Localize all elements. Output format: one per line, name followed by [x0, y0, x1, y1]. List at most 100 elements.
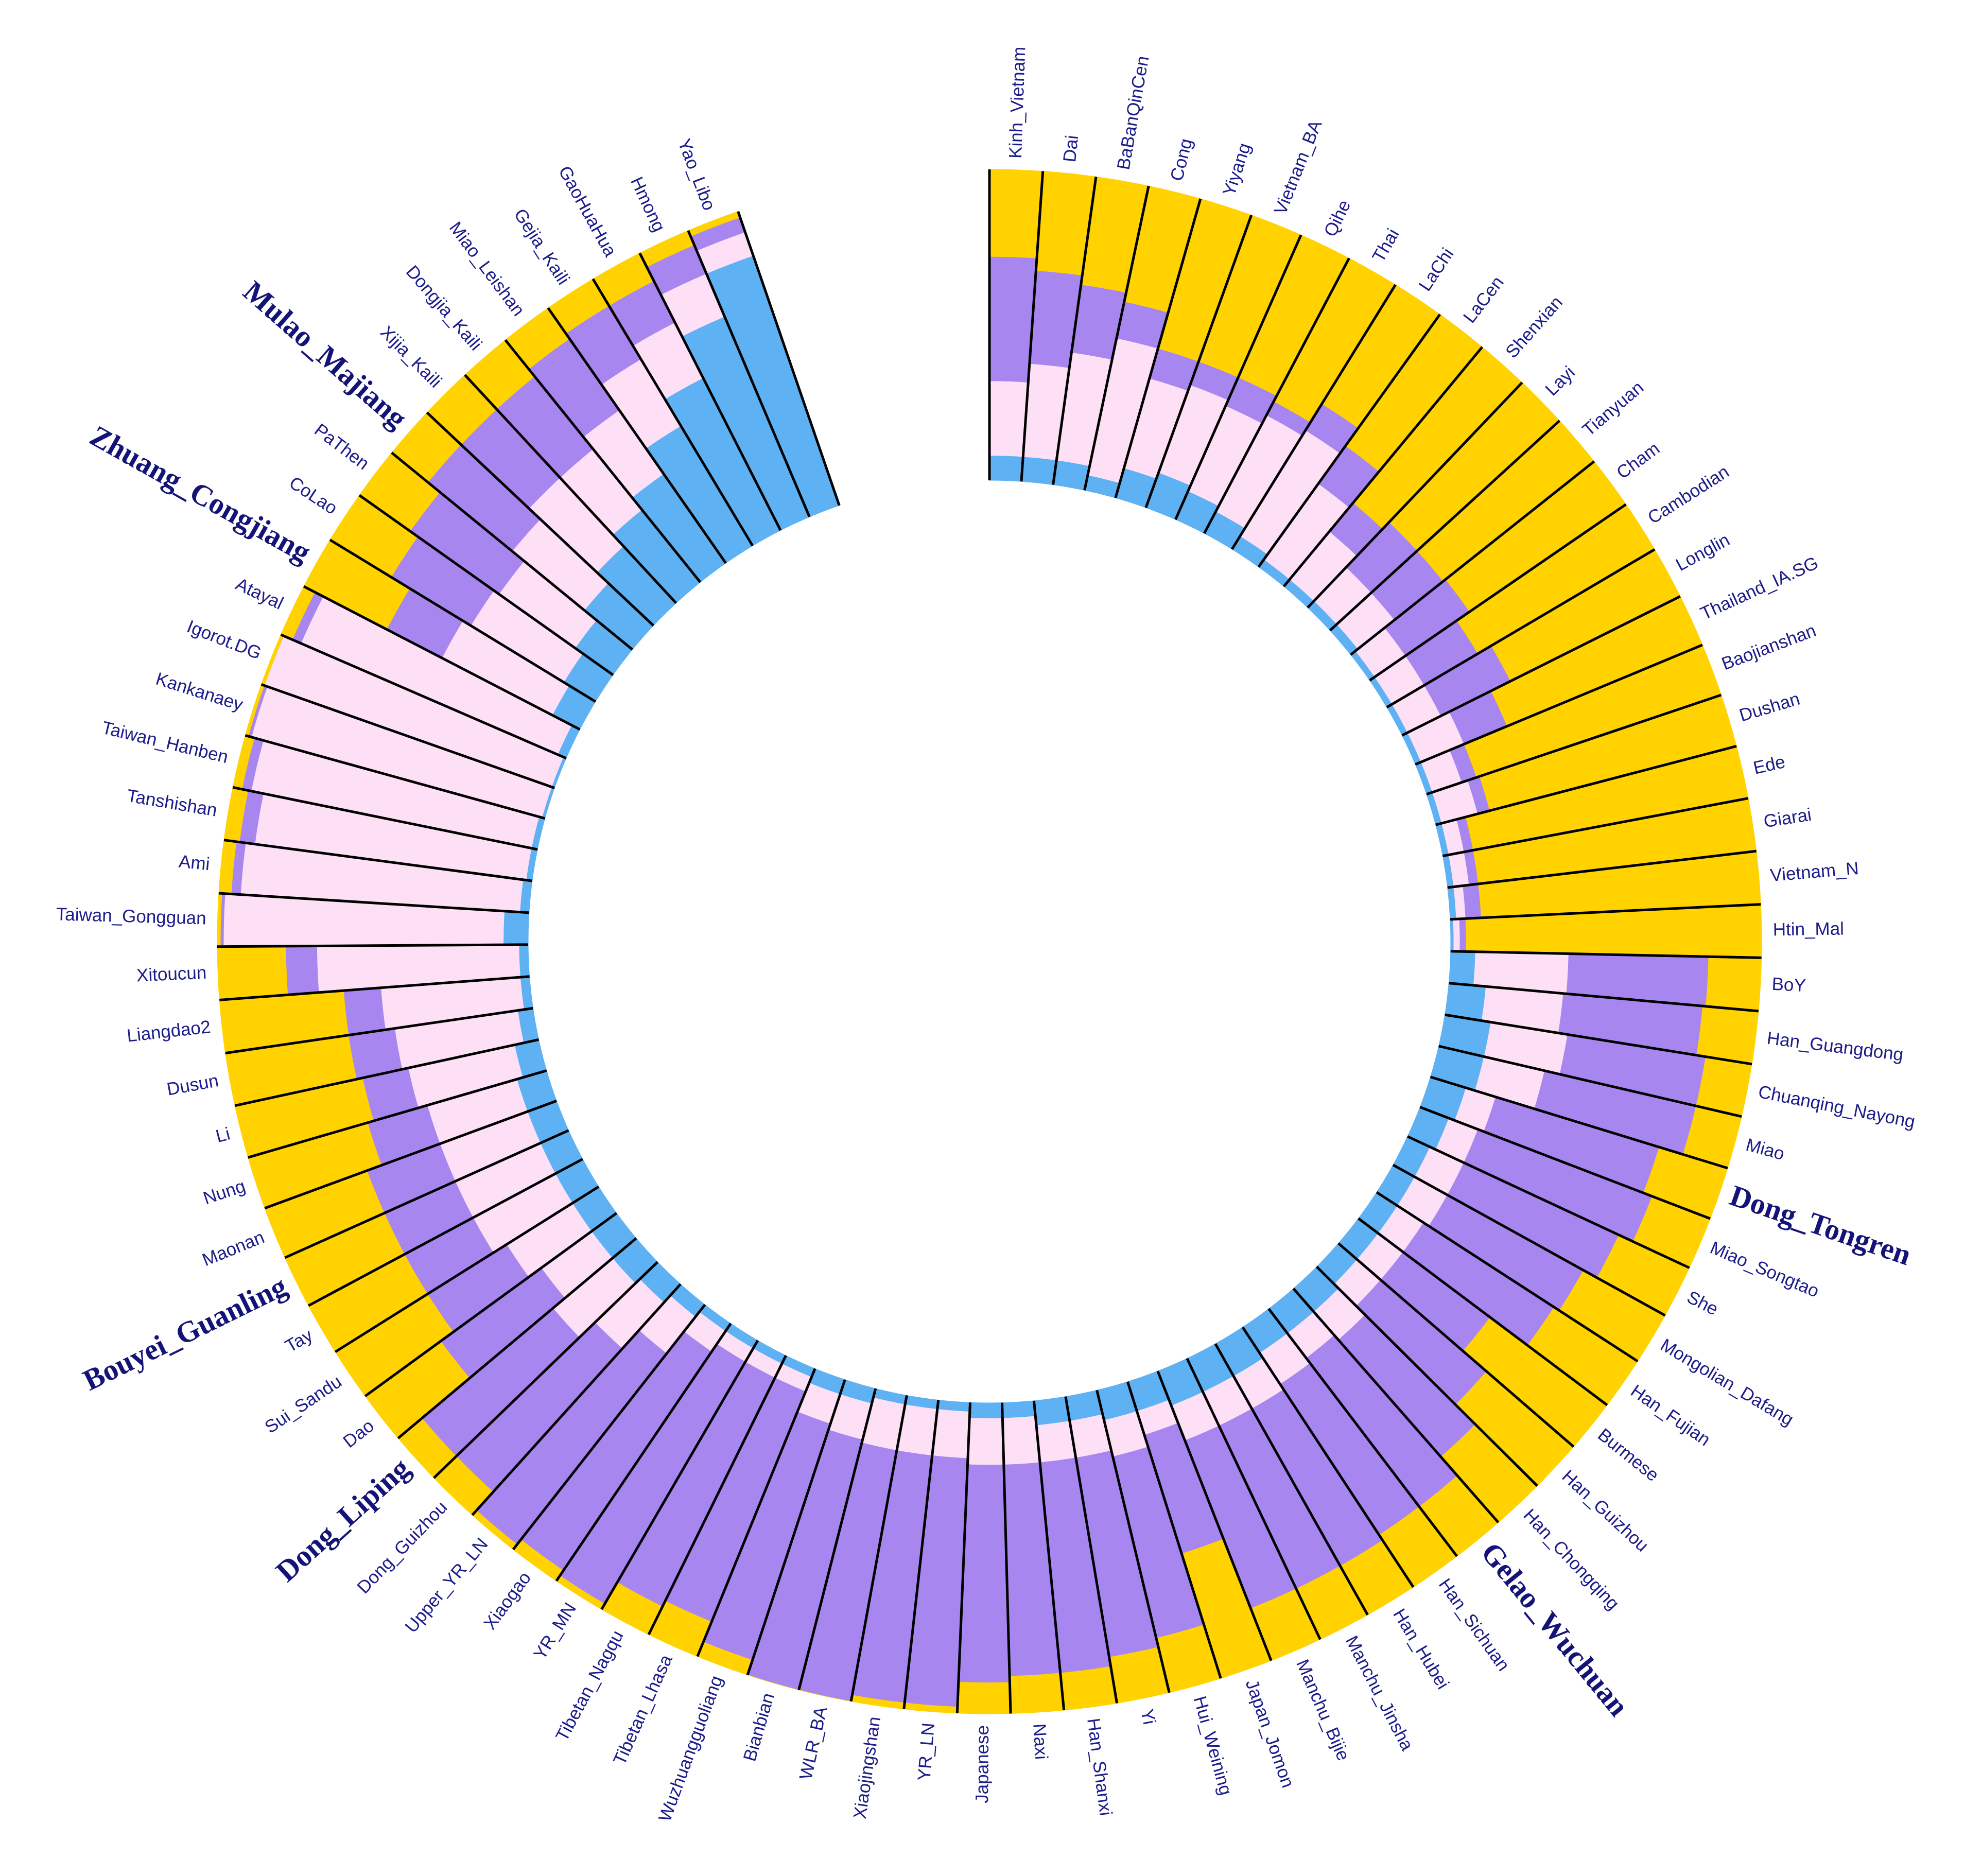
separator — [1415, 644, 1703, 766]
population-label: Tanshishan — [126, 786, 219, 821]
population-label: Yi — [1137, 1707, 1159, 1726]
population-label: PaThen — [310, 420, 373, 474]
separator — [245, 734, 546, 820]
population-label: LaCen — [1459, 272, 1508, 326]
separator — [647, 1354, 787, 1636]
separator — [737, 211, 841, 506]
separator — [1203, 257, 1350, 534]
separator — [1442, 797, 1749, 858]
separator — [1337, 1242, 1575, 1448]
population-label: Bianbian — [739, 1691, 778, 1764]
population-label: Vietnam_N — [1769, 858, 1859, 885]
population-label: Nung — [201, 1176, 248, 1208]
separator — [1186, 1358, 1322, 1640]
population-label: Taiwan_Hanben — [100, 718, 230, 768]
separator — [1435, 744, 1737, 826]
population-label: Xijia_Kaili — [376, 322, 446, 391]
population-label: CoLao — [286, 473, 341, 518]
population-label: Layi — [1541, 362, 1579, 400]
ancestry-segment — [1002, 1400, 1036, 1419]
separator — [555, 1323, 732, 1582]
separator — [1376, 1191, 1639, 1363]
separator — [1001, 1402, 1012, 1714]
population-label: Htin_Mal — [1773, 919, 1845, 940]
population-label: Ami — [178, 852, 211, 875]
separator — [223, 839, 533, 882]
separator — [232, 786, 538, 851]
separator — [687, 230, 811, 517]
separator — [217, 943, 529, 948]
population-label: Tianyuan — [1578, 377, 1647, 440]
separator — [471, 1283, 682, 1516]
population-label-emphasized: Gelao_Wuchuan — [1474, 1536, 1636, 1722]
separator — [696, 1368, 816, 1657]
ancestry-segment — [957, 1681, 1011, 1714]
separator — [1156, 1370, 1273, 1661]
population-label: Manchu_Jinsha — [1342, 1632, 1417, 1754]
bars — [217, 169, 1762, 1714]
population-label: Tibetan_Nagqu — [552, 1627, 628, 1744]
population-label: BoY — [1771, 974, 1806, 996]
population-label: Miao_Leishan — [445, 218, 529, 320]
separator — [329, 539, 597, 703]
separator — [746, 1379, 846, 1676]
population-label: Vietnam_BA — [1270, 117, 1326, 217]
population-label: Dusun — [165, 1070, 220, 1099]
separator — [1392, 1163, 1666, 1317]
population-label: Cham — [1613, 438, 1663, 483]
population-label: Igorot.DG — [184, 616, 264, 664]
separator — [284, 1129, 569, 1259]
population-label: Upper_YR_LN — [401, 1534, 492, 1637]
population-label: Hmong — [627, 174, 669, 235]
ancestry-segment — [967, 1417, 1004, 1466]
population-label-emphasized: Zhuang_Congjiang — [84, 419, 316, 569]
population-label: Atayal — [233, 574, 287, 614]
separator — [955, 1402, 972, 1713]
separator — [638, 252, 782, 531]
separator — [1064, 1396, 1119, 1704]
population-label: Han_Guangdong — [1766, 1028, 1904, 1065]
separator — [1032, 1400, 1066, 1711]
population-label: Dao — [339, 1416, 378, 1452]
separator — [1241, 1326, 1415, 1588]
population-label: Li — [214, 1124, 232, 1147]
population-label: Han_Hubei — [1389, 1605, 1453, 1693]
separator — [1419, 1106, 1711, 1220]
separator — [1450, 950, 1762, 959]
population-label: Ede — [1751, 752, 1787, 778]
population-label: BaBanQinCen — [1114, 55, 1153, 171]
separator — [248, 1069, 547, 1159]
population-label: Hui_Weining — [1190, 1694, 1236, 1797]
population-label: Xitoucun — [136, 963, 207, 986]
population-label: She — [1684, 1287, 1722, 1319]
population-label: Wuzhuangguoliang — [655, 1673, 727, 1825]
separator — [1447, 849, 1757, 889]
population-label: WLR_BA — [796, 1705, 831, 1782]
separator — [303, 585, 581, 731]
ancestry-segment — [518, 944, 530, 978]
separator — [1257, 314, 1441, 568]
population-label: Kinh_Vietnam — [1005, 46, 1029, 159]
separator — [1307, 381, 1523, 609]
population-label: Manchu_Bijie — [1292, 1656, 1353, 1763]
separator — [334, 1185, 600, 1353]
separator — [1126, 1381, 1222, 1679]
separator — [225, 1006, 533, 1055]
separator — [1230, 284, 1397, 550]
ancestry-segment — [1060, 1666, 1118, 1711]
separator — [902, 1400, 940, 1710]
separator — [1315, 1265, 1538, 1487]
population-label: Giarai — [1762, 805, 1813, 832]
separators — [217, 169, 1762, 1714]
ancestry-segment — [1459, 918, 1467, 952]
ancestry-segment — [1463, 883, 1482, 919]
separator — [426, 411, 655, 627]
population-label: Yao_Libo — [674, 136, 719, 213]
population-label: Tibetan_Lhasa — [610, 1652, 676, 1768]
separator — [391, 451, 634, 651]
population-label: Xiaojingshan — [850, 1715, 885, 1820]
population-label: Baojianshan — [1719, 620, 1819, 674]
population-label: Cong — [1167, 136, 1196, 183]
separator — [1020, 171, 1045, 482]
